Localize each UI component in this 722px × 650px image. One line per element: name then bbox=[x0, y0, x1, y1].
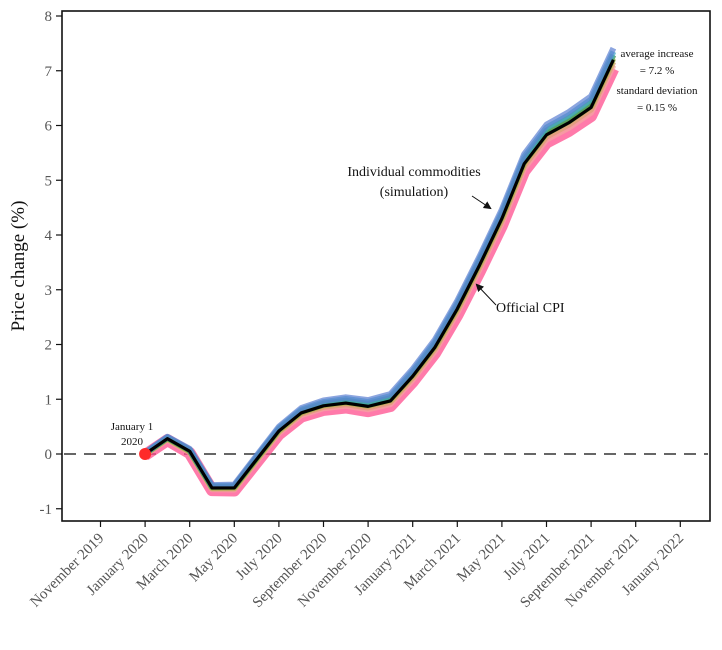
x-tick-label: May 2021 bbox=[454, 531, 509, 586]
y-tick-label: 7 bbox=[45, 64, 53, 80]
simulation-label-line1: Individual commodities bbox=[347, 165, 480, 180]
y-axis-title: Price change (%) bbox=[8, 201, 29, 332]
avg-value: = 7.2 % bbox=[640, 65, 675, 77]
y-tick-label: 5 bbox=[45, 173, 53, 189]
cpi-label: Official CPI bbox=[496, 301, 565, 316]
official-cpi-line bbox=[144, 59, 615, 490]
x-tick-label: November 2019 bbox=[27, 531, 107, 611]
simulation-arrow bbox=[471, 195, 492, 210]
simulation-band bbox=[141, 46, 619, 497]
start-label-line2: 2020 bbox=[121, 436, 144, 448]
simulation-band-line bbox=[143, 57, 617, 491]
sd-value: = 0.15 % bbox=[637, 102, 677, 114]
simulation-band-line bbox=[143, 50, 617, 489]
simulation-band-line bbox=[143, 53, 617, 490]
simulation-band-line bbox=[143, 46, 617, 489]
y-axis: -1 0 1 2 3 4 5 6 7 8 bbox=[40, 9, 62, 518]
cpi-arrow bbox=[475, 283, 497, 306]
plot-frame bbox=[61, 10, 711, 522]
x-tick-label: May 2020 bbox=[187, 531, 242, 586]
y-tick-label: 3 bbox=[45, 283, 53, 299]
y-tick-label: 4 bbox=[45, 228, 53, 244]
start-marker bbox=[139, 448, 152, 460]
start-label-line1: January 1 bbox=[111, 421, 153, 433]
y-tick-label: 2 bbox=[45, 338, 53, 354]
y-tick-label: 6 bbox=[45, 119, 53, 135]
y-tick-label: 8 bbox=[45, 9, 53, 25]
sd-label: standard deviation bbox=[617, 85, 698, 97]
avg-label: average increase bbox=[621, 48, 694, 60]
simulation-label-line2: (simulation) bbox=[380, 185, 449, 200]
y-tick-label: 1 bbox=[45, 392, 53, 408]
y-tick-label: 0 bbox=[45, 447, 53, 463]
y-tick-label: -1 bbox=[40, 502, 53, 518]
